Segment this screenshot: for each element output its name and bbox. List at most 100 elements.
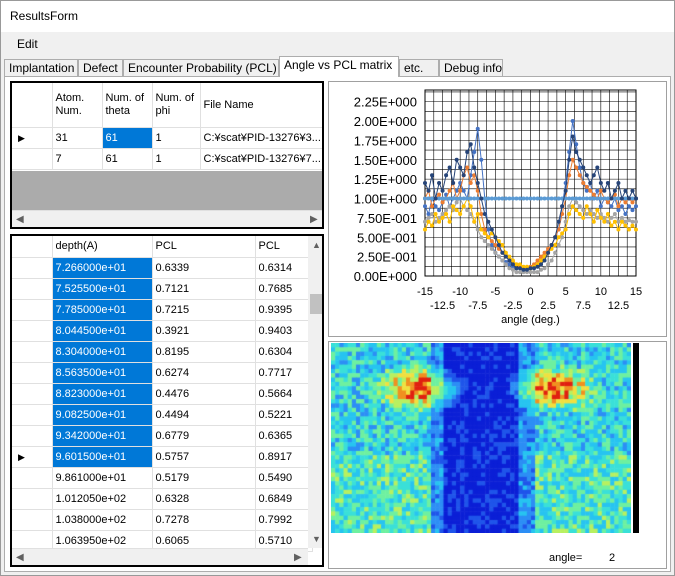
cell-atom[interactable]: 7 xyxy=(52,148,103,170)
cell-pcl[interactable]: 0.6314 xyxy=(255,257,313,279)
table-row[interactable]: 9.342000e+01 0.6779 0.6365 xyxy=(12,425,313,447)
cell-depth[interactable]: 9.601500e+01 xyxy=(52,446,153,468)
table-row[interactable]: 8.044500e+01 0.3921 0.9403 xyxy=(12,320,313,342)
scroll-left-icon[interactable]: ◀ xyxy=(16,214,24,225)
cell-depth[interactable]: 9.082500e+01 xyxy=(52,404,153,426)
pcl-matrix-heatmap[interactable] xyxy=(331,343,631,533)
data-point xyxy=(577,165,582,170)
cell-file-name[interactable]: C:¥scat¥PID-13276¥3... xyxy=(200,127,322,149)
cell-depth[interactable]: 8.563500e+01 xyxy=(52,362,153,384)
table-row[interactable]: 9.861000e+01 0.5179 0.5490 xyxy=(12,467,313,489)
table-row[interactable]: 8.304000e+01 0.8195 0.6304 xyxy=(12,341,313,363)
cell-pcl[interactable]: 0.6304 xyxy=(255,341,313,363)
data-point xyxy=(451,181,456,185)
data-point xyxy=(616,204,621,209)
cell-pcl[interactable]: 0.6779 xyxy=(152,425,256,447)
table-row[interactable]: 9.082500e+01 0.4494 0.5221 xyxy=(12,404,313,426)
table-row[interactable]: ▶ 31 61 1 C:¥scat¥PID-13276¥3... xyxy=(12,127,322,149)
cell-pcl[interactable]: 0.5221 xyxy=(255,404,313,426)
cell-pcl[interactable]: 0.5757 xyxy=(152,446,256,468)
cell-pcl[interactable]: 0.5490 xyxy=(255,467,313,489)
cell-pcl[interactable]: 0.6274 xyxy=(152,362,256,384)
cell-theta[interactable]: 61 xyxy=(102,148,153,170)
cell-pcl[interactable]: 0.4476 xyxy=(152,383,256,405)
cell-phi[interactable]: 1 xyxy=(152,127,201,149)
cell-pcl[interactable]: 0.7278 xyxy=(152,509,256,531)
cell-pcl[interactable]: 0.7717 xyxy=(255,362,313,384)
y-tick-label: 1.25E+000 xyxy=(354,172,417,187)
data-point xyxy=(486,243,491,247)
tab-defect[interactable]: Defect xyxy=(78,59,123,76)
cell-pcl[interactable]: 0.9395 xyxy=(255,299,313,321)
cell-phi[interactable]: 1 xyxy=(152,148,201,170)
table-row[interactable]: 1.038000e+02 0.7278 0.7992 xyxy=(12,509,313,531)
depth-pcl-grid[interactable]: depth(A) PCL PCL 7.266000e+01 0.6339 0.631… xyxy=(10,234,324,567)
cell-pcl[interactable]: 0.9403 xyxy=(255,320,313,342)
tab-etc[interactable]: etc. xyxy=(399,59,439,76)
cell-depth[interactable]: 1.012050e+02 xyxy=(52,488,153,510)
table-row[interactable]: 7.266000e+01 0.6339 0.6314 xyxy=(12,257,313,279)
cell-pcl[interactable]: 0.4494 xyxy=(152,404,256,426)
column-header-theta[interactable]: Num. of theta xyxy=(102,83,153,128)
horizontal-scrollbar[interactable]: ◀ ▶ xyxy=(12,548,308,565)
column-header-phi[interactable]: Num. of phi xyxy=(152,83,201,128)
cell-depth[interactable]: 7.525500e+01 xyxy=(52,278,153,300)
vertical-scrollbar[interactable]: ▲ ▼ xyxy=(308,236,322,548)
scroll-right-icon[interactable]: ▶ xyxy=(294,552,302,563)
cell-pcl[interactable]: 0.7215 xyxy=(152,299,256,321)
table-row[interactable]: 7 61 1 C:¥scat¥PID-13276¥7... xyxy=(12,148,322,170)
cell-depth[interactable]: 7.266000e+01 xyxy=(52,257,153,279)
cell-pcl[interactable]: 0.7992 xyxy=(255,509,313,531)
data-point xyxy=(595,215,600,220)
column-header-atom[interactable]: Atom. Num. xyxy=(52,83,103,128)
cell-pcl[interactable]: 0.3921 xyxy=(152,320,256,342)
table-row[interactable]: 1.012050e+02 0.6328 0.6849 xyxy=(12,488,313,510)
tab-debug-info[interactable]: Debug info xyxy=(439,59,503,76)
data-point xyxy=(626,218,631,223)
scroll-left-icon[interactable]: ◀ xyxy=(16,552,24,563)
column-header-pcl[interactable]: PCL xyxy=(152,236,256,258)
column-header-depth[interactable]: depth(A) xyxy=(52,236,153,258)
cell-pcl[interactable]: 0.7685 xyxy=(255,278,313,300)
horizontal-scrollbar[interactable]: ◀ ▶ xyxy=(12,210,322,227)
scroll-down-icon[interactable]: ▼ xyxy=(312,534,321,544)
table-row[interactable]: 7.525500e+01 0.7121 0.7685 xyxy=(12,278,313,300)
data-point xyxy=(542,250,547,255)
tab-implantation[interactable]: Implantation xyxy=(4,59,78,76)
cell-file-name[interactable]: C:¥scat¥PID-13276¥7... xyxy=(200,148,322,170)
cell-pcl[interactable]: 0.6849 xyxy=(255,488,313,510)
cell-depth[interactable]: 9.342000e+01 xyxy=(52,425,153,447)
table-row[interactable]: 8.563500e+01 0.6274 0.7717 xyxy=(12,362,313,384)
cell-pcl[interactable]: 0.5179 xyxy=(152,467,256,489)
table-row[interactable]: 8.823000e+01 0.4476 0.5664 xyxy=(12,383,313,405)
cell-depth[interactable]: 8.044500e+01 xyxy=(52,320,153,342)
cell-pcl[interactable]: 0.8195 xyxy=(152,341,256,363)
cell-depth[interactable]: 8.823000e+01 xyxy=(52,383,153,405)
column-header-pcl[interactable]: PCL xyxy=(255,236,313,258)
column-header-file-name[interactable]: File Name xyxy=(200,83,322,128)
tab-angle-vs-pcl-matrix[interactable]: Angle vs PCL matrix xyxy=(279,56,399,77)
cell-pcl[interactable]: 0.7121 xyxy=(152,278,256,300)
scroll-right-icon[interactable]: ▶ xyxy=(310,214,318,225)
cell-pcl[interactable]: 0.6339 xyxy=(152,257,256,279)
table-row[interactable]: 7.785000e+01 0.7215 0.9395 xyxy=(12,299,313,321)
cell-depth[interactable]: 8.304000e+01 xyxy=(52,341,153,363)
scroll-thumb[interactable] xyxy=(310,294,322,314)
tab-encounter-probability[interactable]: Encounter Probability (PCL) xyxy=(123,59,279,76)
cell-depth[interactable]: 9.861000e+01 xyxy=(52,467,153,489)
data-point xyxy=(461,173,466,178)
data-point xyxy=(546,250,551,255)
table-row[interactable]: 1.063950e+02 0.6065 0.5710 xyxy=(12,530,313,552)
menu-edit[interactable]: Edit xyxy=(17,37,38,51)
cell-pcl[interactable]: 0.6328 xyxy=(152,488,256,510)
cell-depth[interactable]: 1.038000e+02 xyxy=(52,509,153,531)
table-row[interactable]: ▶ 9.601500e+01 0.5757 0.8917 xyxy=(12,446,313,468)
cell-pcl[interactable]: 0.8917 xyxy=(255,446,313,468)
cell-atom[interactable]: 31 xyxy=(52,127,103,149)
cell-pcl[interactable]: 0.5664 xyxy=(255,383,313,405)
cell-theta[interactable]: 61 xyxy=(102,127,153,149)
scroll-up-icon[interactable]: ▲ xyxy=(312,240,321,250)
cell-pcl[interactable]: 0.6365 xyxy=(255,425,313,447)
cell-depth[interactable]: 7.785000e+01 xyxy=(52,299,153,321)
file-grid[interactable]: Atom. Num. Num. of theta Num. of phi Fil… xyxy=(10,81,324,229)
